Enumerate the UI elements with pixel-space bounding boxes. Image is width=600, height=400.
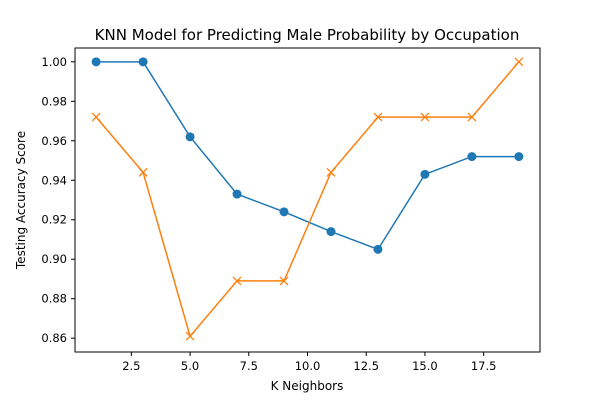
series-1-point bbox=[326, 167, 336, 177]
x-axis-label: K Neighbors bbox=[271, 379, 344, 393]
series-1-point bbox=[467, 112, 477, 122]
series-0-point bbox=[373, 244, 383, 254]
y-tick-label: 0.88 bbox=[41, 292, 67, 306]
y-tick-label: 0.90 bbox=[41, 252, 67, 266]
y-axis: 0.86 0.88 0.90 0.92 0.94 0.96 0.98 1.00 bbox=[41, 55, 75, 345]
series-0-point bbox=[185, 132, 195, 142]
series-0-point bbox=[326, 227, 336, 237]
series-1-point bbox=[138, 167, 148, 177]
y-tick-label: 0.86 bbox=[41, 331, 67, 345]
x-axis: 2.5 5.0 7.5 10.0 12.5 15.0 17.5 bbox=[122, 352, 496, 373]
series-1-line bbox=[95, 61, 520, 338]
y-tick-label: 1.00 bbox=[41, 55, 67, 69]
y-tick-label: 0.98 bbox=[41, 94, 67, 108]
chart-title: KNN Model for Predicting Male Probabilit… bbox=[95, 26, 520, 44]
x-tick-label: 7.5 bbox=[240, 359, 258, 373]
y-tick-label: 0.96 bbox=[41, 134, 67, 148]
series-0-point bbox=[232, 189, 242, 199]
series-0-point bbox=[514, 152, 524, 162]
series-0-point bbox=[91, 57, 101, 67]
series-0-point bbox=[467, 152, 477, 162]
series-layer bbox=[91, 57, 524, 341]
series-0-line bbox=[96, 61, 519, 251]
y-tick-label: 0.92 bbox=[41, 213, 67, 227]
series-1-point bbox=[185, 331, 195, 341]
x-tick-label: 10.0 bbox=[295, 359, 321, 373]
series-0-point bbox=[279, 207, 289, 217]
y-tick-label: 0.94 bbox=[41, 173, 67, 187]
x-tick-label: 2.5 bbox=[122, 359, 140, 373]
plot-area-frame bbox=[74, 47, 541, 353]
x-tick-label: 17.5 bbox=[471, 359, 497, 373]
x-tick-label: 12.5 bbox=[353, 359, 379, 373]
y-axis-label: Testing Accuracy Score bbox=[14, 131, 28, 270]
x-tick-label: 5.0 bbox=[181, 359, 199, 373]
x-tick-label: 15.0 bbox=[412, 359, 438, 373]
series-1-point bbox=[232, 276, 242, 286]
series-1-point bbox=[91, 112, 101, 122]
series-1-point bbox=[373, 112, 383, 122]
series-1-point bbox=[514, 57, 524, 67]
series-0-point bbox=[420, 169, 430, 179]
series-0-point bbox=[138, 57, 148, 67]
series-1-point bbox=[420, 112, 430, 122]
series-1-point bbox=[279, 276, 289, 286]
